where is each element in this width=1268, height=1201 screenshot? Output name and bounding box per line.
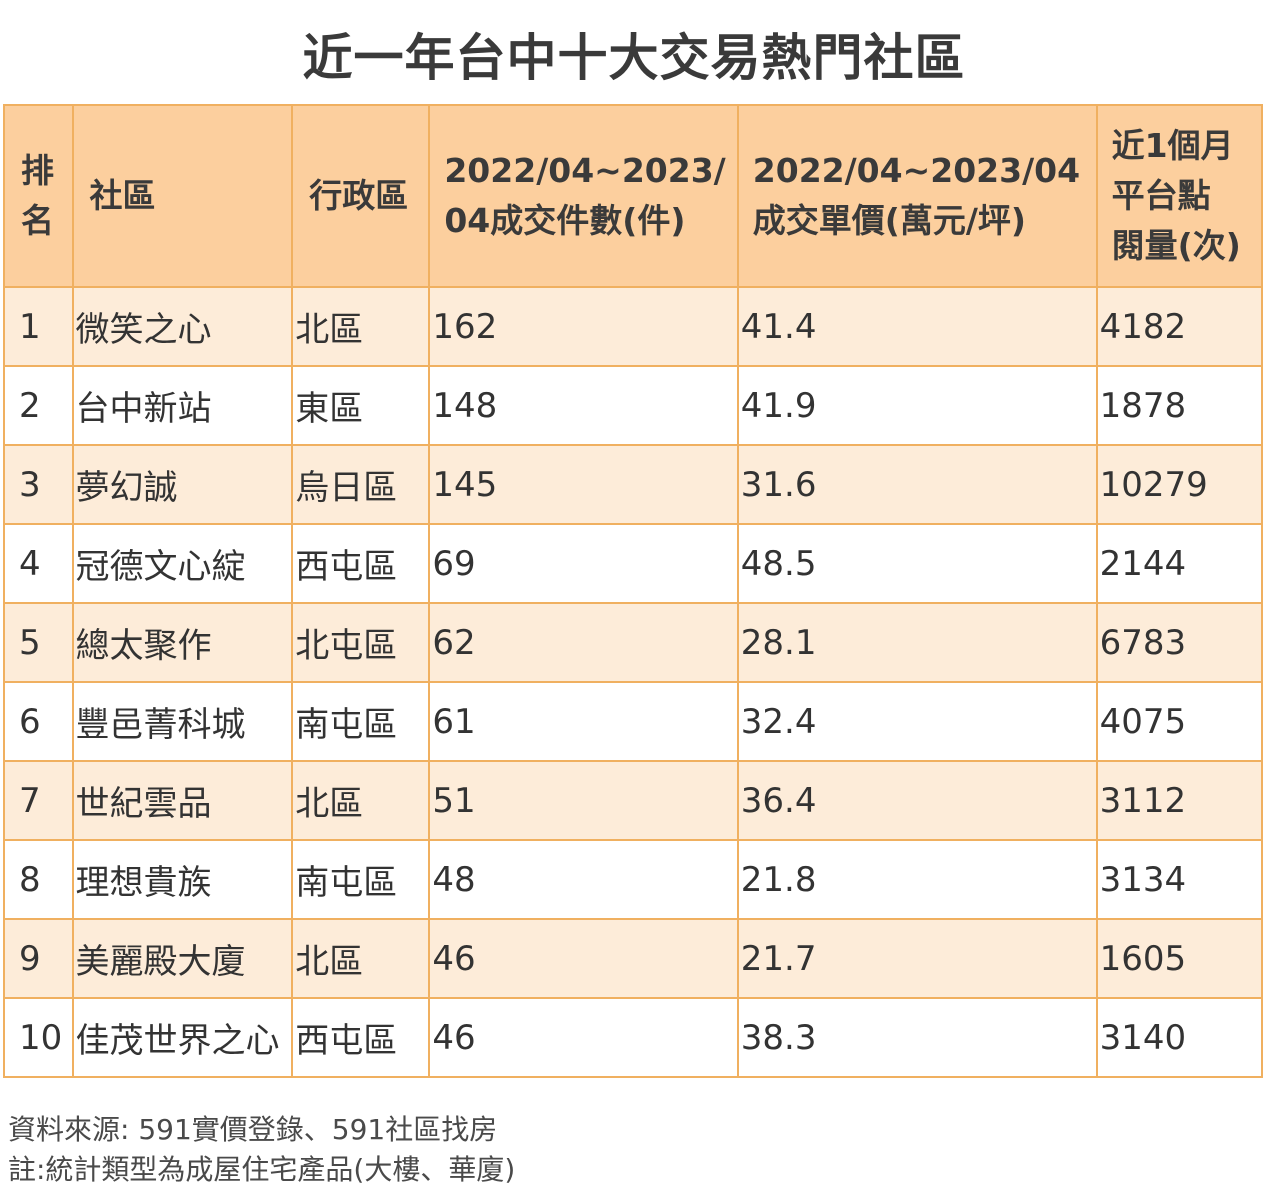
footnotes: 資料來源: 591實價登錄、591社區找房 註:統計類型為成屋住宅產品(大樓、華… (8, 1110, 515, 1190)
cell-community: 台中新站 (71, 365, 294, 446)
cell-district: 南屯區 (291, 681, 431, 762)
cell-price: 36.4 (736, 760, 1098, 841)
cell-count: 48 (428, 839, 739, 920)
table-row: 8 理想貴族 南屯區 48 21.8 3134 (3, 839, 1264, 920)
cell-price: 48.5 (736, 523, 1098, 604)
header-district: 行政區 (291, 104, 431, 288)
cell-views: 1605 (1095, 918, 1264, 999)
cell-district: 北區 (291, 760, 431, 841)
cell-price: 31.6 (736, 444, 1098, 525)
cell-views: 3112 (1095, 760, 1264, 841)
table-row: 3 夢幻誠 烏日區 145 31.6 10279 (3, 444, 1264, 525)
table-row: 9 美麗殿大廈 北區 46 21.7 1605 (3, 918, 1264, 999)
page-title: 近一年台中十大交易熱門社區 (302, 29, 966, 87)
cell-count: 69 (428, 523, 739, 604)
cell-district: 北屯區 (291, 602, 431, 683)
cell-views: 2144 (1095, 523, 1264, 604)
cell-count: 51 (428, 760, 739, 841)
header-page-views: 近1個月 平台點 閱量(次) (1095, 104, 1264, 288)
cell-price: 41.4 (736, 286, 1098, 367)
table-row: 2 台中新站 東區 148 41.9 1878 (3, 365, 1264, 446)
cell-rank: 9 (3, 918, 74, 999)
table-row: 4 冠德文心綻 西屯區 69 48.5 2144 (3, 523, 1264, 604)
cell-district: 北區 (291, 918, 431, 999)
cell-price: 41.9 (736, 365, 1098, 446)
cell-community: 微笑之心 (71, 286, 294, 367)
cell-community: 世紀雲品 (71, 760, 294, 841)
cell-rank: 5 (3, 602, 74, 683)
cell-community: 美麗殿大廈 (71, 918, 294, 999)
cell-rank: 7 (3, 760, 74, 841)
table-header-row: 排 名 社區 行政區 2022/04~2023/ 04成交件數(件) 2022/… (3, 104, 1264, 288)
cell-price: 21.7 (736, 918, 1098, 999)
cell-count: 145 (428, 444, 739, 525)
table-row: 6 豐邑菁科城 南屯區 61 32.4 4075 (3, 681, 1264, 762)
cell-district: 北區 (291, 286, 431, 367)
cell-rank: 6 (3, 681, 74, 762)
cell-views: 4075 (1095, 681, 1264, 762)
cell-district: 西屯區 (291, 997, 431, 1078)
cell-count: 162 (428, 286, 739, 367)
cell-count: 46 (428, 997, 739, 1078)
cell-price: 21.8 (736, 839, 1098, 920)
cell-price: 32.4 (736, 681, 1098, 762)
cell-rank: 2 (3, 365, 74, 446)
cell-community: 理想貴族 (71, 839, 294, 920)
cell-district: 東區 (291, 365, 431, 446)
cell-views: 3134 (1095, 839, 1264, 920)
cell-views: 1878 (1095, 365, 1264, 446)
header-unit-price: 2022/04~2023/04 成交單價(萬元/坪) (736, 104, 1098, 288)
cell-community: 夢幻誠 (71, 444, 294, 525)
header-rank: 排 名 (3, 104, 74, 288)
table-row: 10 佳茂世界之心 西屯區 46 38.3 3140 (3, 997, 1264, 1078)
cell-count: 148 (428, 365, 739, 446)
cell-views: 4182 (1095, 286, 1264, 367)
cell-rank: 4 (3, 523, 74, 604)
stat-note: 註:統計類型為成屋住宅產品(大樓、華廈) (8, 1153, 516, 1186)
cell-district: 烏日區 (291, 444, 431, 525)
cell-count: 46 (428, 918, 739, 999)
header-community: 社區 (71, 104, 294, 288)
cell-community: 佳茂世界之心 (71, 997, 294, 1078)
cell-views: 6783 (1095, 602, 1264, 683)
cell-rank: 3 (3, 444, 74, 525)
source-note: 資料來源: 591實價登錄、591社區找房 (8, 1113, 498, 1146)
cell-count: 61 (428, 681, 739, 762)
cell-community: 總太聚作 (71, 602, 294, 683)
table-row: 1 微笑之心 北區 162 41.4 4182 (3, 286, 1264, 367)
cell-rank: 10 (3, 997, 74, 1078)
ranking-table: 排 名 社區 行政區 2022/04~2023/ 04成交件數(件) 2022/… (3, 104, 1264, 1078)
cell-count: 62 (428, 602, 739, 683)
cell-views: 3140 (1095, 997, 1264, 1078)
cell-views: 10279 (1095, 444, 1264, 525)
cell-price: 38.3 (736, 997, 1098, 1078)
cell-rank: 1 (3, 286, 74, 367)
cell-community: 冠德文心綻 (71, 523, 294, 604)
table-row: 7 世紀雲品 北區 51 36.4 3112 (3, 760, 1264, 841)
cell-community: 豐邑菁科城 (71, 681, 294, 762)
table-row: 5 總太聚作 北屯區 62 28.1 6783 (3, 602, 1264, 683)
header-transaction-count: 2022/04~2023/ 04成交件數(件) (428, 104, 739, 288)
cell-rank: 8 (3, 839, 74, 920)
cell-price: 28.1 (736, 602, 1098, 683)
cell-district: 南屯區 (291, 839, 431, 920)
cell-district: 西屯區 (291, 523, 431, 604)
